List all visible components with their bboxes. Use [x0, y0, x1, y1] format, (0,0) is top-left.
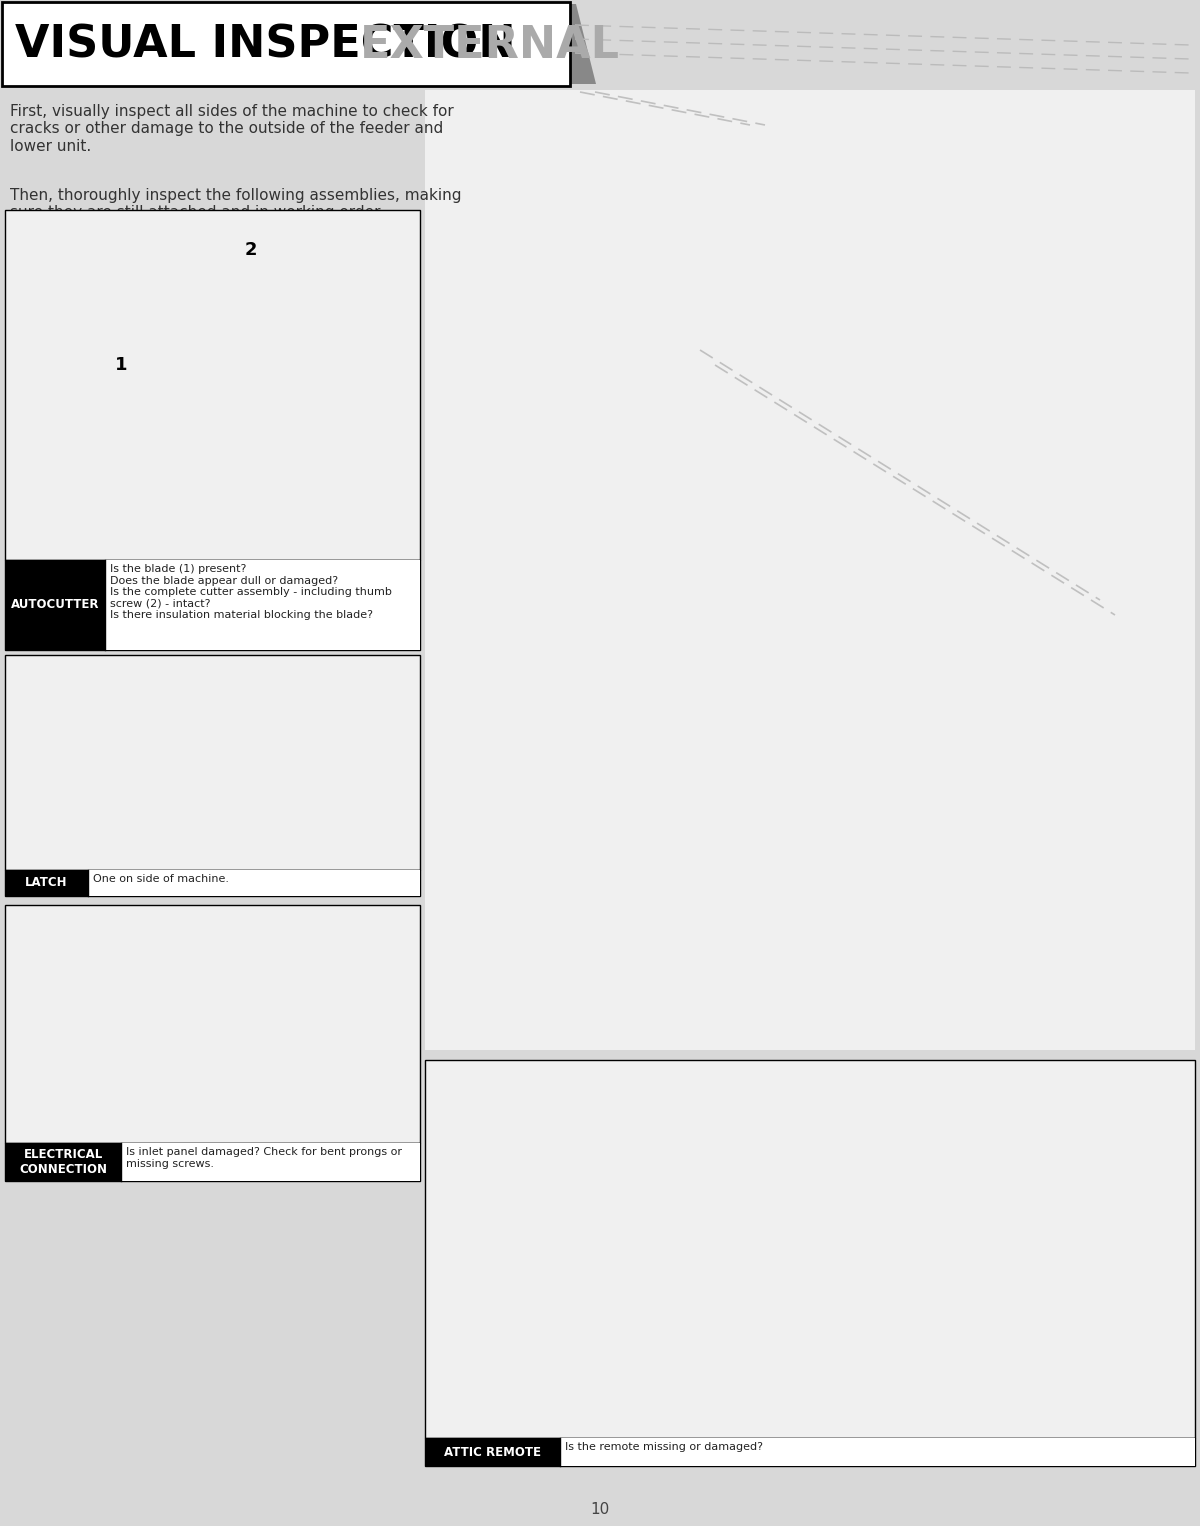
- Text: VISUAL INSPECTION: VISUAL INSPECTION: [14, 23, 532, 67]
- Bar: [2, 2, 570, 85]
- Bar: [5, 560, 420, 650]
- Bar: [5, 1143, 420, 1181]
- Bar: [425, 1061, 1195, 1437]
- Bar: [5, 870, 420, 896]
- Text: First, visually inspect all sides of the machine to check for
cracks or other da: First, visually inspect all sides of the…: [10, 104, 454, 154]
- Text: AUTOCUTTER: AUTOCUTTER: [11, 598, 100, 612]
- Bar: [5, 905, 420, 1143]
- Bar: [88, 870, 420, 896]
- Text: 1: 1: [115, 356, 127, 374]
- Text: Is the blade (1) present?
Does the blade appear dull or damaged?
Is the complete: Is the blade (1) present? Does the blade…: [109, 565, 391, 621]
- Text: LATCH: LATCH: [25, 876, 67, 890]
- Bar: [121, 1143, 420, 1181]
- Bar: [425, 90, 1195, 1050]
- Bar: [559, 1437, 1195, 1466]
- Polygon shape: [4, 5, 596, 84]
- Bar: [5, 211, 420, 560]
- Text: Then, thoroughly inspect the following assemblies, making
sure they are still at: Then, thoroughly inspect the following a…: [10, 188, 462, 220]
- Text: ELECTRICAL
CONNECTION: ELECTRICAL CONNECTION: [19, 1148, 107, 1177]
- Text: 2: 2: [245, 241, 258, 259]
- Text: 10: 10: [590, 1503, 610, 1517]
- Bar: [425, 1437, 1195, 1466]
- Text: ATTIC REMOTE: ATTIC REMOTE: [444, 1445, 541, 1459]
- Text: Is inlet panel damaged? Check for bent prongs or
missing screws.: Is inlet panel damaged? Check for bent p…: [126, 1148, 402, 1169]
- Bar: [104, 560, 420, 650]
- Text: Is the remote missing or damaged?: Is the remote missing or damaged?: [565, 1442, 763, 1453]
- Text: EXTERNAL: EXTERNAL: [360, 23, 620, 67]
- Bar: [5, 655, 420, 870]
- Text: One on side of machine.: One on side of machine.: [94, 874, 229, 884]
